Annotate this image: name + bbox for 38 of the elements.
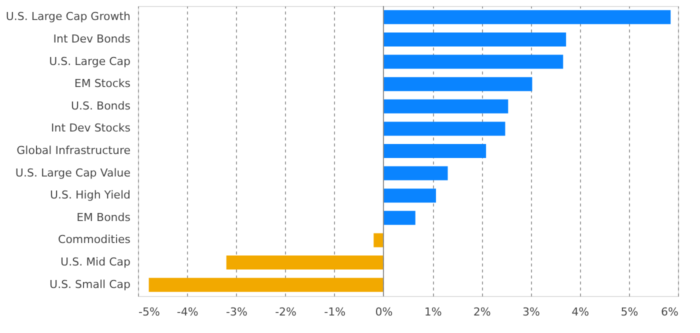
x-tick-label: 1% — [424, 306, 442, 318]
bar — [374, 233, 384, 248]
y-tick-label: U.S. Mid Cap — [60, 256, 131, 269]
y-tick-label: EM Stocks — [74, 77, 131, 90]
x-tick-label: -4% — [176, 306, 198, 318]
bar — [383, 188, 436, 203]
x-tick-label: 5% — [620, 306, 638, 318]
bar — [383, 32, 566, 46]
y-tick-label: Commodities — [58, 233, 131, 246]
x-tick-label: -3% — [226, 306, 248, 318]
x-tick-label: 0% — [375, 306, 393, 318]
y-tick-label: U.S. Large Cap Growth — [6, 10, 131, 24]
bar — [226, 256, 384, 270]
y-tick-label: U.S. Bonds — [71, 99, 131, 112]
bar — [148, 278, 384, 292]
y-tick-label: U.S. Large Cap Value — [15, 166, 131, 180]
x-tick-label: -5% — [138, 306, 160, 318]
bar — [383, 144, 486, 158]
y-tick-label: U.S. Large Cap — [49, 54, 131, 68]
y-tick-label: Int Dev Bonds — [53, 32, 131, 46]
bar — [383, 54, 564, 69]
y-tick-label: U.S. High Yield — [50, 188, 130, 202]
x-tick-label: 4% — [572, 306, 590, 318]
bar — [383, 77, 532, 92]
x-tick-label: -2% — [275, 306, 296, 318]
bar — [383, 10, 671, 24]
bar — [383, 166, 448, 180]
x-tick-label: 3% — [522, 306, 540, 318]
x-tick-label: -1% — [324, 306, 346, 318]
x-tick-label: 2% — [473, 306, 491, 318]
bar — [383, 99, 508, 114]
y-tick-label: EM Bonds — [76, 210, 131, 224]
bar — [383, 210, 416, 225]
bar — [383, 122, 506, 136]
y-tick-label: Global Infrastructure — [16, 144, 131, 157]
y-tick-label: Int Dev Stocks — [51, 122, 131, 135]
y-tick-label: U.S. Small Cap — [50, 278, 131, 291]
x-tick-label: 6% — [661, 306, 678, 318]
